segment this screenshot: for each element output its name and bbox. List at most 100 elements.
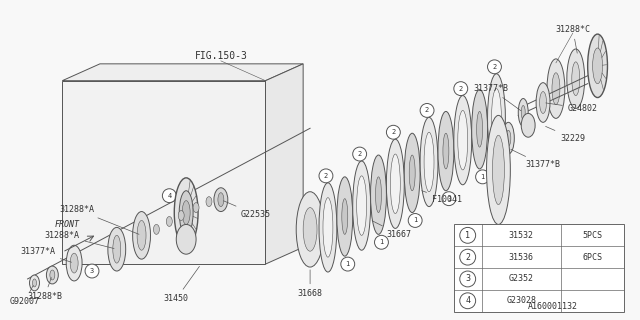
Ellipse shape <box>458 110 468 170</box>
Ellipse shape <box>66 245 82 281</box>
Ellipse shape <box>371 155 387 234</box>
Ellipse shape <box>567 49 585 108</box>
Bar <box>454 224 625 312</box>
Ellipse shape <box>443 133 449 169</box>
Text: 4: 4 <box>465 296 470 305</box>
Text: 31288*C: 31288*C <box>556 25 590 53</box>
Text: 5PCS: 5PCS <box>582 231 603 240</box>
Text: A160001132: A160001132 <box>528 302 578 311</box>
Text: 32229: 32229 <box>545 126 586 143</box>
Ellipse shape <box>179 191 193 234</box>
Ellipse shape <box>113 235 121 263</box>
Text: 1: 1 <box>346 261 350 267</box>
Polygon shape <box>266 64 303 264</box>
Circle shape <box>353 147 367 161</box>
Circle shape <box>488 60 501 74</box>
Text: 31450: 31450 <box>164 266 200 303</box>
Ellipse shape <box>176 224 196 254</box>
Ellipse shape <box>488 74 506 163</box>
Text: 2: 2 <box>358 151 362 157</box>
Text: 31536: 31536 <box>509 253 534 262</box>
Ellipse shape <box>174 178 198 247</box>
Ellipse shape <box>572 62 580 96</box>
Circle shape <box>163 189 176 203</box>
Text: 31377*B: 31377*B <box>511 149 561 170</box>
Polygon shape <box>62 64 303 81</box>
Ellipse shape <box>420 117 438 207</box>
Ellipse shape <box>342 199 348 234</box>
Ellipse shape <box>588 34 607 98</box>
Text: 2: 2 <box>324 173 328 179</box>
Ellipse shape <box>547 59 565 118</box>
Ellipse shape <box>154 224 159 234</box>
Circle shape <box>442 192 456 206</box>
Ellipse shape <box>472 90 488 169</box>
Text: G92007: G92007 <box>10 285 40 306</box>
Ellipse shape <box>593 48 602 84</box>
Ellipse shape <box>356 176 367 235</box>
Text: 1: 1 <box>447 196 451 202</box>
Text: 6PCS: 6PCS <box>582 253 603 262</box>
Text: G2352: G2352 <box>509 275 534 284</box>
Ellipse shape <box>206 197 212 207</box>
Circle shape <box>387 125 400 139</box>
Ellipse shape <box>132 212 150 259</box>
Circle shape <box>460 293 476 309</box>
Circle shape <box>460 228 476 243</box>
Circle shape <box>454 82 468 96</box>
Ellipse shape <box>424 132 434 192</box>
Ellipse shape <box>296 192 324 267</box>
Circle shape <box>476 170 490 184</box>
Text: 2: 2 <box>465 253 470 262</box>
Ellipse shape <box>409 155 415 191</box>
Ellipse shape <box>376 177 381 212</box>
Text: 1: 1 <box>481 174 484 180</box>
Text: 31532: 31532 <box>509 231 534 240</box>
Ellipse shape <box>29 275 40 291</box>
Ellipse shape <box>108 228 125 271</box>
Ellipse shape <box>70 253 78 273</box>
Text: G22535: G22535 <box>223 201 271 219</box>
Text: 31377*A: 31377*A <box>20 247 72 262</box>
Ellipse shape <box>540 92 547 113</box>
Text: 2: 2 <box>492 64 497 70</box>
Ellipse shape <box>404 133 420 212</box>
Ellipse shape <box>46 266 58 284</box>
Ellipse shape <box>166 217 172 227</box>
Ellipse shape <box>319 183 337 272</box>
Ellipse shape <box>502 122 515 154</box>
Circle shape <box>374 235 388 249</box>
Ellipse shape <box>182 201 190 224</box>
Ellipse shape <box>214 188 228 212</box>
Ellipse shape <box>536 83 550 122</box>
Ellipse shape <box>193 203 199 212</box>
Text: FIG.150-3: FIG.150-3 <box>195 51 247 61</box>
Ellipse shape <box>552 73 560 105</box>
Ellipse shape <box>179 211 184 220</box>
Ellipse shape <box>323 198 333 257</box>
Ellipse shape <box>390 154 400 213</box>
Circle shape <box>420 103 434 117</box>
Text: 31667: 31667 <box>372 221 412 239</box>
Ellipse shape <box>218 193 224 207</box>
Ellipse shape <box>518 99 528 126</box>
Text: F10041: F10041 <box>422 191 462 204</box>
Text: 2: 2 <box>391 129 396 135</box>
Ellipse shape <box>337 177 353 256</box>
Ellipse shape <box>492 89 501 148</box>
Text: 31668: 31668 <box>298 270 323 298</box>
Circle shape <box>460 249 476 265</box>
Text: 1: 1 <box>380 239 383 245</box>
Ellipse shape <box>353 161 371 250</box>
Circle shape <box>341 257 355 271</box>
Circle shape <box>408 213 422 228</box>
Ellipse shape <box>493 135 504 204</box>
Text: G24802: G24802 <box>546 103 598 113</box>
Text: 1: 1 <box>413 218 417 223</box>
Ellipse shape <box>521 113 535 137</box>
Ellipse shape <box>521 106 525 119</box>
Text: 31288*B: 31288*B <box>27 278 62 301</box>
Ellipse shape <box>50 270 55 280</box>
Text: 31288*A: 31288*A <box>60 205 139 234</box>
Polygon shape <box>62 81 266 264</box>
